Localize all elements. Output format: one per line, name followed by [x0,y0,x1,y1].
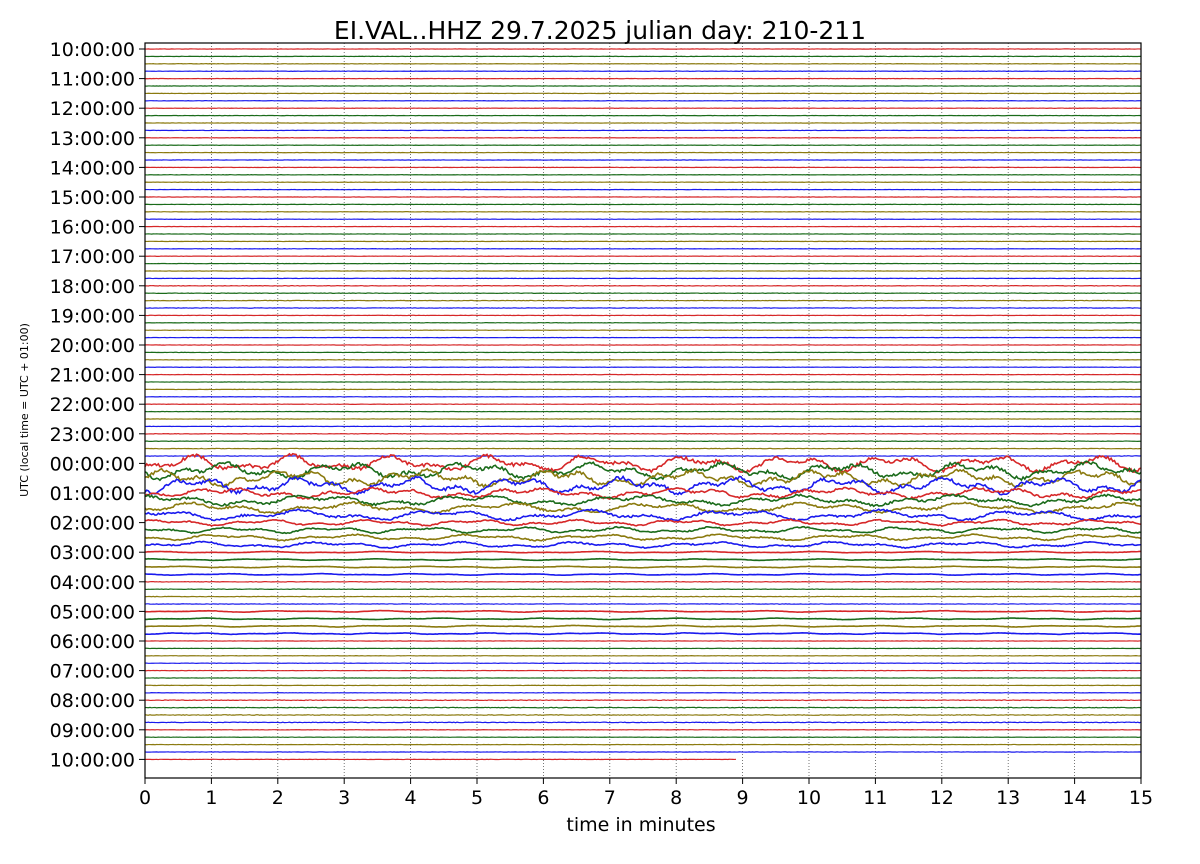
trace-line [144,617,1142,621]
x-axis-label: time in minutes [566,814,715,836]
trace-line [144,631,1142,636]
x-tick-label: 3 [338,787,350,809]
x-tick-label: 12 [930,787,954,809]
trace-line [144,714,1142,716]
trace-line [144,533,1142,542]
y-tick-label: 23:00:00 [50,424,135,446]
y-tick-label: 00:00:00 [50,453,135,475]
trace-line [144,540,1142,550]
trace-line [144,518,1142,527]
trace-line [144,493,1142,508]
y-axis-label: UTC (local time = UTC + 01:00) [18,323,31,497]
trace-line [144,550,1142,554]
trace-line [144,699,1142,702]
y-tick-label: 08:00:00 [50,690,135,712]
x-tick-label: 15 [1129,787,1153,809]
trace-line [144,508,1142,522]
x-tick-label: 9 [737,787,749,809]
y-tick-label: 02:00:00 [50,513,135,535]
trace-line [144,572,1142,577]
y-tick-label: 06:00:00 [50,631,135,653]
x-tick-label: 8 [670,787,682,809]
x-tick-label: 1 [205,787,217,809]
y-tick-label: 14:00:00 [50,157,135,179]
chart-title: EI.VAL..HHZ 29.7.2025 julian day: 210-21… [334,16,866,45]
x-tick-label: 14 [1063,787,1087,809]
y-tick-label: 05:00:00 [50,601,135,623]
trace-line [144,460,1142,482]
y-tick-label: 04:00:00 [50,572,135,594]
y-tick-label: 10:00:00 [50,749,135,771]
trace-line [144,557,1142,562]
trace-line [144,706,1142,709]
trace-line [144,500,1142,515]
y-tick-label: 10:00:00 [50,39,135,61]
y-tick-label: 21:00:00 [50,365,135,387]
y-tick-label: 07:00:00 [50,661,135,683]
x-tick-label: 4 [405,787,417,809]
seismic-traces [144,48,1142,761]
trace-line [144,525,1142,535]
trace-line [144,624,1142,628]
y-tick-label: 16:00:00 [50,217,135,239]
y-tick-label: 22:00:00 [50,394,135,416]
y-tick-label: 03:00:00 [50,542,135,564]
x-axis: 0 1 2 3 4 5 6 7 8 9 10 11 12 13 14 15 [139,778,1153,809]
x-tick-label: 2 [272,787,284,809]
trace-line [144,721,1142,724]
trace-line [144,475,1142,496]
plot-frame [144,42,1142,779]
x-tick-label: 11 [863,787,887,809]
trace-line [144,565,1142,569]
x-tick-label: 7 [604,787,616,809]
x-tick-label: 5 [471,787,483,809]
y-tick-label: 13:00:00 [50,128,135,150]
y-tick-label: 18:00:00 [50,276,135,298]
trace-line [144,452,1142,474]
x-tick-label: 13 [996,787,1020,809]
y-tick-label: 19:00:00 [50,305,135,327]
x-tick-label: 0 [139,787,151,809]
x-tick-label: 6 [537,787,549,809]
trace-line [144,467,1142,489]
y-tick-label: 17:00:00 [50,246,135,268]
y-axis: 10:00:00 11:00:00 12:00:00 13:00:00 14:00:00… [50,39,145,771]
x-tick-label: 10 [797,787,821,809]
y-tick-label: 20:00:00 [50,335,135,357]
y-tick-label: 12:00:00 [50,98,135,120]
y-tick-label: 11:00:00 [50,69,135,91]
y-tick-label: 09:00:00 [50,720,135,742]
trace-line [144,609,1142,614]
y-tick-label: 15:00:00 [50,187,135,209]
y-tick-label: 01:00:00 [50,483,135,505]
